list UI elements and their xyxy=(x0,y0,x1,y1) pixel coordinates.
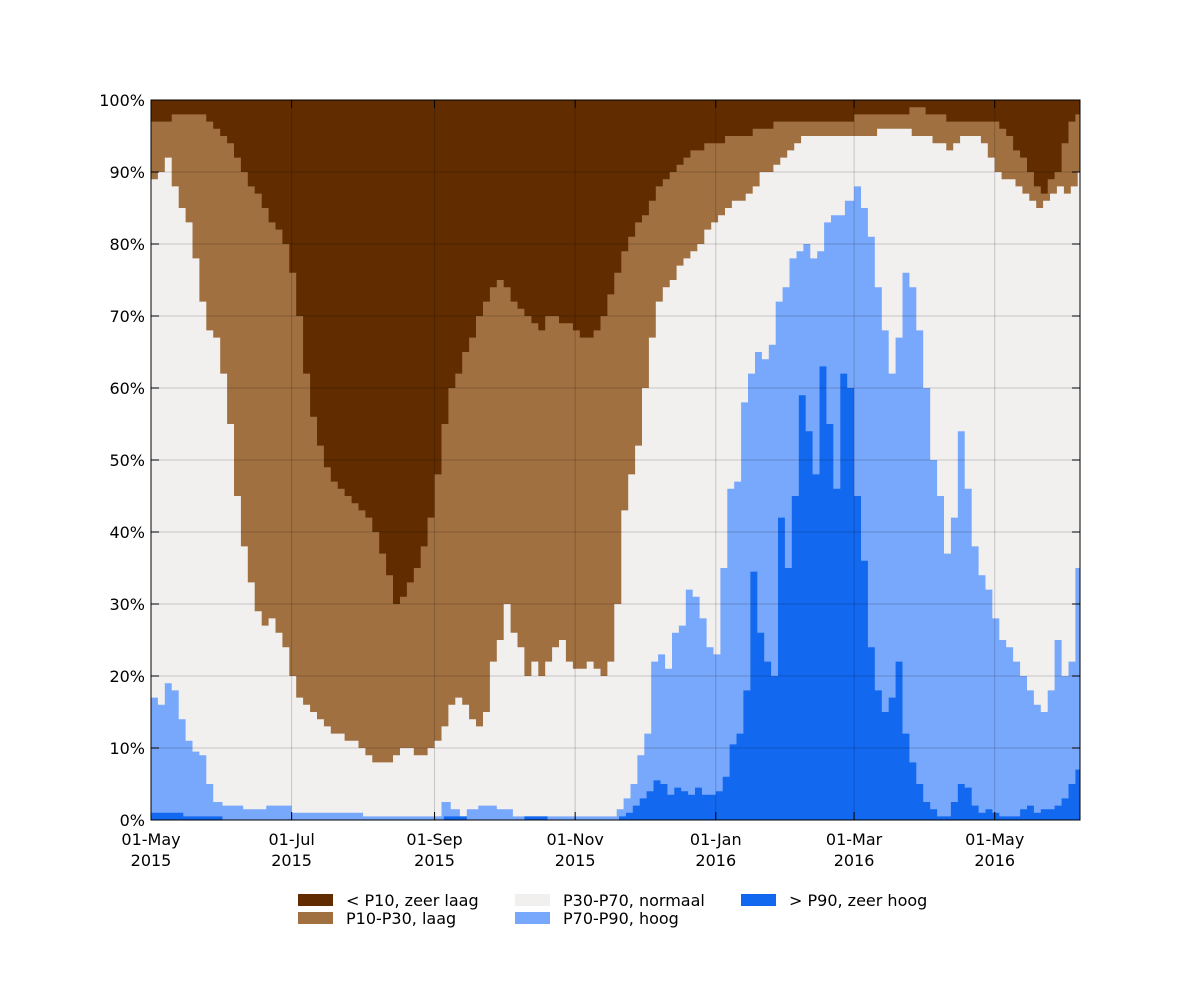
x-tick-year-label: 2015 xyxy=(131,851,172,870)
legend-label: P10-P30, laag xyxy=(346,909,456,928)
y-tick-label: 100% xyxy=(99,91,145,110)
area-p90-zeer-hoog xyxy=(151,366,1080,820)
x-tick-year-label: 2016 xyxy=(974,851,1015,870)
grid-lines xyxy=(151,100,1080,820)
legend-item-p70-p90-hoog: P70-P90, hoog xyxy=(515,909,679,928)
series-areas xyxy=(151,100,1080,821)
legend-swatch xyxy=(298,894,333,906)
legend-label: P30-P70, normaal xyxy=(563,891,705,910)
legend-swatch xyxy=(741,894,776,906)
legend-swatch xyxy=(298,912,333,924)
y-tick-label: 10% xyxy=(109,739,145,758)
x-tick-label: 01-Nov xyxy=(546,830,603,849)
y-tick-label: 20% xyxy=(109,667,145,686)
y-tick-label: 70% xyxy=(109,307,145,326)
legend-swatch xyxy=(515,912,550,924)
y-tick-label: 50% xyxy=(109,451,145,470)
y-tick-label: 30% xyxy=(109,595,145,614)
legend-item-p30-p70-normaal: P30-P70, normaal xyxy=(515,891,705,910)
y-tick-label: 0% xyxy=(120,811,145,830)
axis-tick-labels: 0% 10% 20% 30% 40% 50% 60% 70% 80% 90% 100% 01-May 2… xyxy=(99,91,1024,870)
legend-label: > P90, zeer hoog xyxy=(789,891,927,910)
x-tick-label: 01-Sep xyxy=(406,830,462,849)
legend-label: P70-P90, hoog xyxy=(563,909,679,928)
x-tick-year-label: 2015 xyxy=(555,851,596,870)
x-tick-year-label: 2015 xyxy=(414,851,455,870)
axis-ticks xyxy=(150,99,1080,821)
x-tick-label: 01-Mar xyxy=(826,830,883,849)
plot-frame xyxy=(150,99,1081,821)
y-tick-label: 80% xyxy=(109,235,145,254)
legend-item-p10-p30-laag: P10-P30, laag xyxy=(298,909,456,928)
legend-item-p10-zeer-laag: < P10, zeer laag xyxy=(298,891,479,910)
legend-swatch xyxy=(515,894,550,906)
y-tick-label: 90% xyxy=(109,163,145,182)
x-tick-label: 01-Jan xyxy=(690,830,742,849)
legend-label: < P10, zeer laag xyxy=(346,891,479,910)
legend-item-p90-zeer-hoog: > P90, zeer hoog xyxy=(741,891,927,910)
x-tick-year-label: 2016 xyxy=(695,851,736,870)
y-tick-label: 40% xyxy=(109,523,145,542)
x-tick-label: 01-Jul xyxy=(268,830,314,849)
x-tick-year-label: 2016 xyxy=(834,851,875,870)
x-tick-label: 01-May xyxy=(121,830,180,849)
x-tick-label: 01-May xyxy=(965,830,1024,849)
x-tick-year-label: 2015 xyxy=(271,851,312,870)
y-tick-label: 60% xyxy=(109,379,145,398)
